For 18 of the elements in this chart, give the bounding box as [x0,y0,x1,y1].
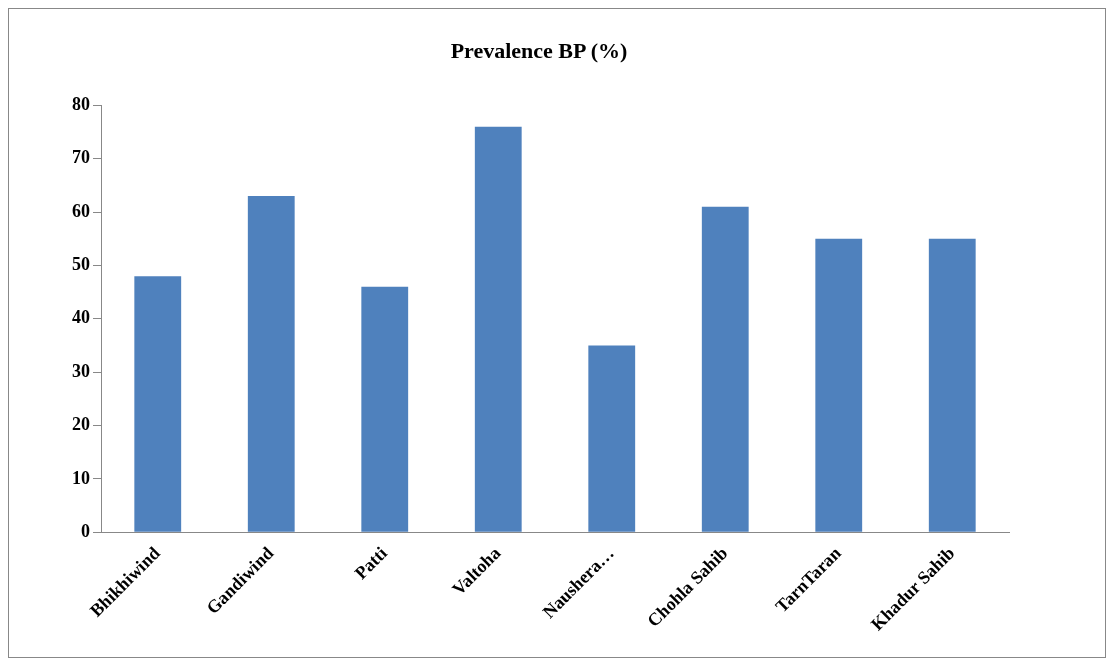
y-tick-label: 10 [72,467,90,488]
chart-title: Prevalence BP (%) [450,37,628,63]
y-tick-label: 50 [72,254,90,275]
bar [588,345,636,532]
bar [928,238,976,532]
y-tick-label: 80 [72,94,90,115]
y-tick-label: 60 [72,200,90,221]
y-tick-label: 40 [72,307,90,328]
y-tick-label: 70 [72,147,90,168]
bar [247,196,295,532]
bar [701,206,749,532]
bar [474,126,522,532]
bar [815,238,863,532]
bar [134,276,182,532]
y-tick-label: 0 [81,520,90,541]
y-tick-label: 20 [72,414,90,435]
y-tick-label: 30 [72,360,90,381]
bar [361,286,409,532]
